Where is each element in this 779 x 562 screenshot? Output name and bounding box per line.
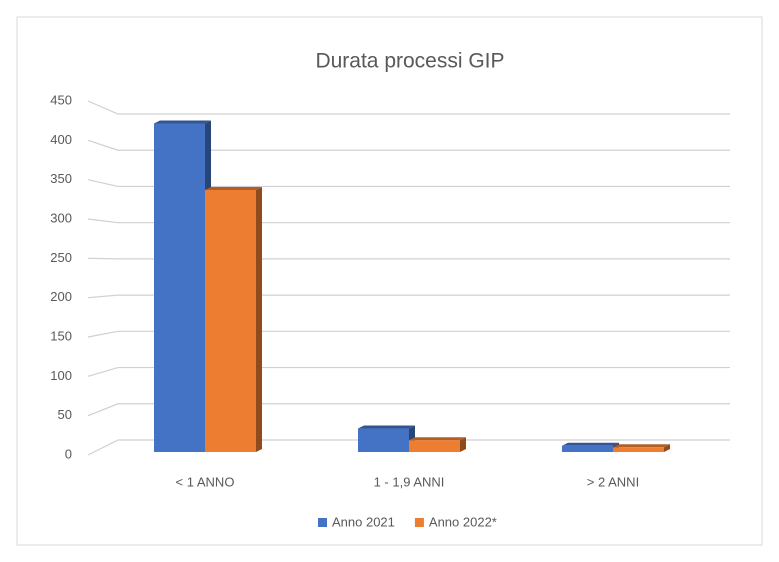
- grid-line: [87, 100, 730, 115]
- bar-face: [256, 186, 262, 452]
- bar: [358, 425, 415, 452]
- bar-face: [205, 189, 256, 452]
- x-tick-label: < 1 ANNO: [176, 474, 235, 489]
- grid-line: [87, 366, 730, 377]
- bar-face: [358, 428, 409, 452]
- chart-title: Durata processi GIP: [315, 50, 504, 73]
- bar-face: [358, 425, 415, 429]
- legend-label: Anno 2022*: [429, 514, 497, 529]
- bar: [613, 444, 670, 452]
- y-tick-label: 400: [50, 132, 72, 147]
- grid-line: [87, 218, 730, 224]
- chart-frame: [16, 16, 763, 546]
- grid-line: [87, 294, 730, 299]
- grid-line: [87, 403, 730, 417]
- bar-face: [460, 437, 466, 452]
- grid-line: [87, 330, 730, 338]
- y-tick-label: 200: [50, 289, 72, 304]
- bar: [154, 120, 211, 452]
- bar-face: [154, 120, 211, 124]
- x-tick-label: > 2 ANNI: [587, 474, 639, 489]
- y-tick-label: 350: [50, 171, 72, 186]
- bar-face: [154, 123, 205, 452]
- grid-line: [87, 439, 730, 456]
- x-tick-label: 1 - 1,9 ANNI: [374, 474, 445, 489]
- bar-face: [613, 444, 670, 448]
- grid-line: [87, 179, 730, 188]
- bar-face: [562, 445, 613, 452]
- grid-line: [87, 139, 730, 151]
- y-tick-label: 450: [50, 92, 72, 107]
- y-tick-label: 300: [50, 210, 72, 225]
- legend-label: Anno 2021: [332, 514, 395, 529]
- bar: [409, 437, 466, 452]
- bar-face: [409, 437, 466, 441]
- legend-swatch: [414, 518, 424, 527]
- y-tick-label: 150: [50, 328, 72, 343]
- y-tick-label: 250: [50, 250, 72, 265]
- bar-face: [409, 440, 460, 452]
- bar-face: [664, 444, 670, 452]
- grid-line: [87, 257, 730, 260]
- legend-swatch: [318, 518, 327, 527]
- bar-face: [562, 442, 619, 446]
- bar-face: [205, 186, 262, 190]
- bar: [562, 442, 619, 452]
- bar: [205, 186, 262, 452]
- y-tick-label: 0: [65, 446, 72, 461]
- bar-face: [613, 447, 664, 452]
- y-tick-label: 50: [58, 407, 72, 422]
- y-tick-label: 100: [50, 368, 72, 383]
